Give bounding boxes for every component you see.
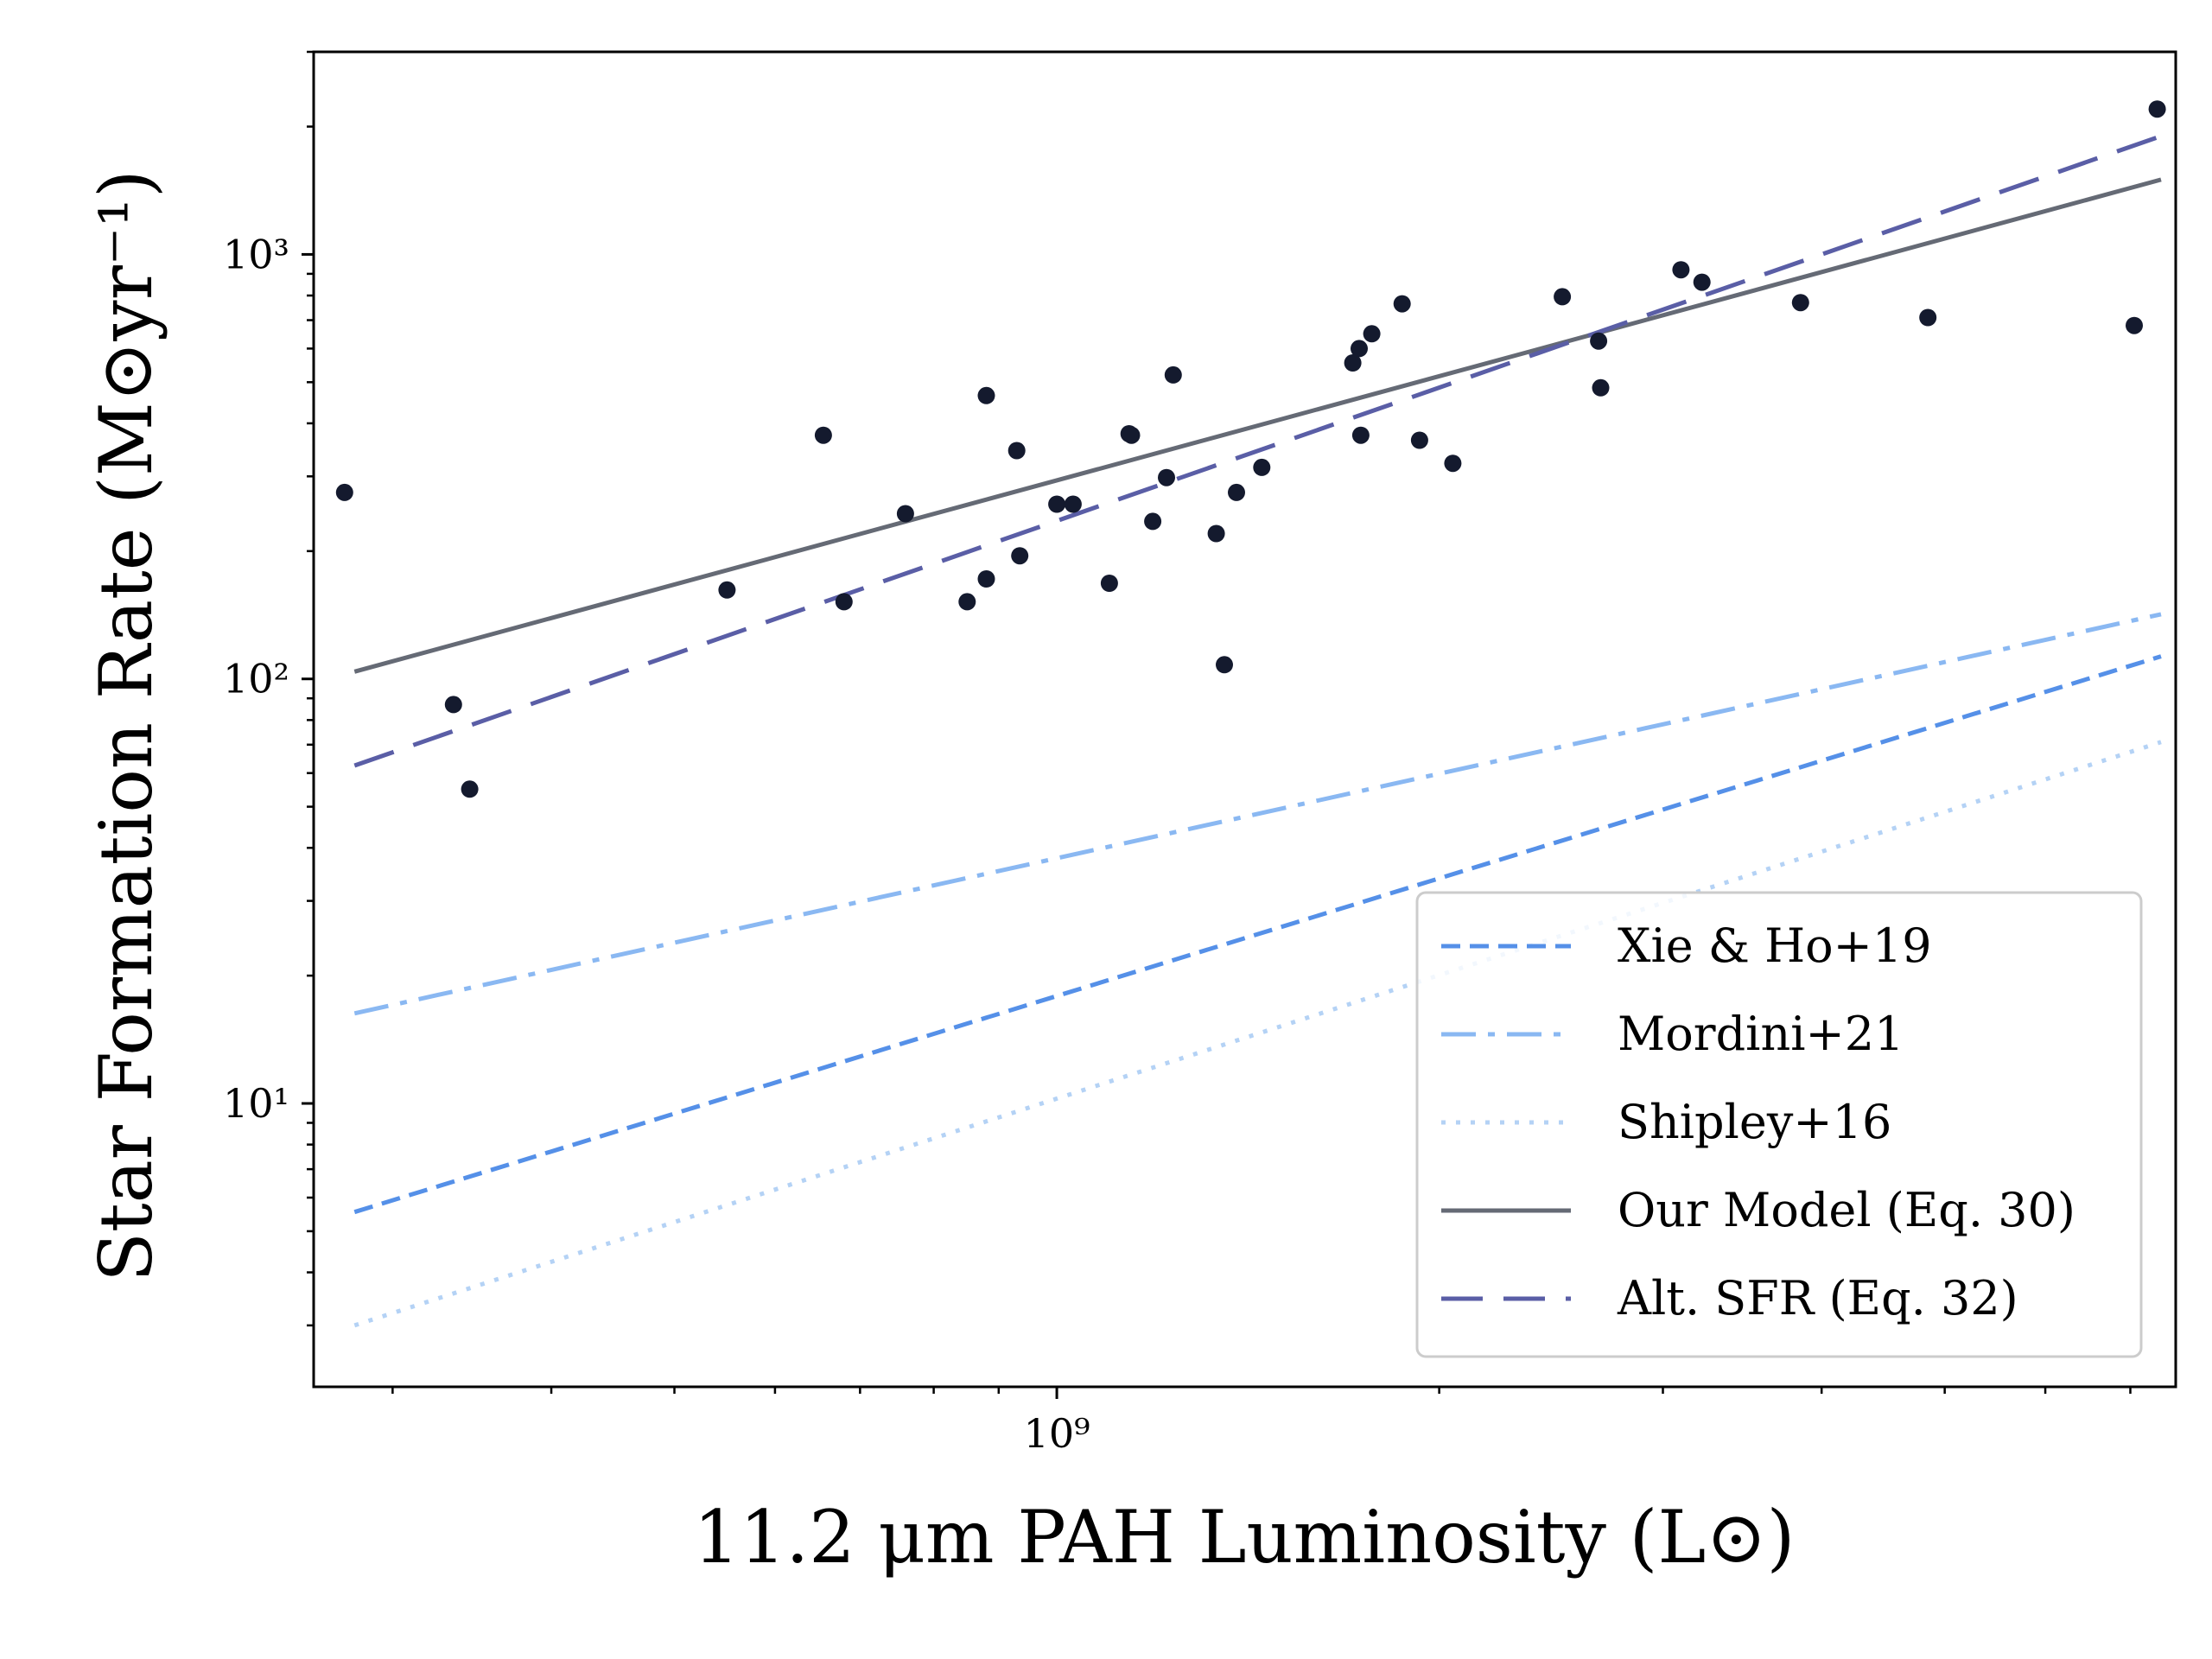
series-line-4: [353, 177, 2162, 674]
data-point: [1011, 547, 1029, 565]
y-axis-label: Star Formation Rate (M⊙yr⁻¹): [84, 169, 168, 1281]
data-point: [1122, 426, 1141, 444]
data-point: [461, 780, 479, 798]
data-point: [1351, 340, 1368, 358]
legend: Xie & Ho+19 Mordini+21 Shipley+16 Our Model…: [1415, 891, 2143, 1358]
data-point: [1007, 442, 1026, 460]
legend-label: Alt. SFR (Eq. 32): [1617, 1271, 2018, 1325]
y-tick-label: 10¹: [223, 1080, 289, 1127]
data-point: [1363, 325, 1381, 343]
data-point: [1158, 468, 1175, 486]
data-point: [444, 696, 462, 714]
data-point: [1444, 454, 1462, 473]
data-point: [1693, 273, 1711, 291]
x-axis-label: 11.2 μm PAH Luminosity (L⊙): [694, 1495, 1796, 1580]
data-point: [1393, 295, 1411, 313]
data-point: [1554, 288, 1572, 306]
series-line-1: [353, 654, 2162, 1215]
data-point: [1048, 495, 1066, 513]
legend-label: Mordini+21: [1618, 1007, 1904, 1061]
series-line-5: [353, 134, 2162, 768]
data-point: [2126, 316, 2143, 334]
legend-label: Our Model (Eq. 30): [1618, 1183, 2075, 1237]
data-point: [1344, 354, 1362, 372]
data-point: [335, 483, 353, 501]
series-line-2: [353, 612, 2162, 1016]
data-point: [1164, 365, 1182, 384]
plot-marks: [335, 100, 2166, 1328]
legend-label: Xie & Ho+19: [1618, 918, 1932, 973]
legend-label: Shipley+16: [1618, 1095, 1891, 1149]
data-point: [1100, 575, 1118, 592]
data-point: [1228, 483, 1245, 501]
data-point: [1410, 431, 1428, 449]
data-point: [1590, 332, 1608, 350]
data-point: [896, 505, 914, 523]
data-point: [1791, 294, 1809, 312]
data-point: [1144, 512, 1162, 531]
data-point: [835, 593, 853, 611]
data-point: [977, 386, 995, 404]
data-point: [1207, 524, 1225, 543]
data-point: [1064, 495, 1082, 513]
data-point: [1592, 378, 1610, 397]
axis-ticks: 10¹ 10² 10³ 10⁹: [223, 50, 2132, 1457]
data-point: [1672, 261, 1690, 279]
data-point: [718, 581, 736, 599]
x-tick-label: 10⁹: [1024, 1410, 1090, 1457]
data-point: [1351, 426, 1370, 444]
data-point: [1216, 656, 1233, 674]
y-tick-label: 10³: [223, 231, 289, 277]
legend-box: [1415, 891, 2143, 1358]
data-point: [1253, 458, 1271, 476]
data-point: [958, 593, 976, 611]
data-point: [814, 426, 832, 444]
y-tick-label: 10²: [223, 656, 289, 702]
data-point: [977, 570, 995, 588]
data-point: [2148, 100, 2166, 118]
data-point: [1919, 308, 1937, 327]
